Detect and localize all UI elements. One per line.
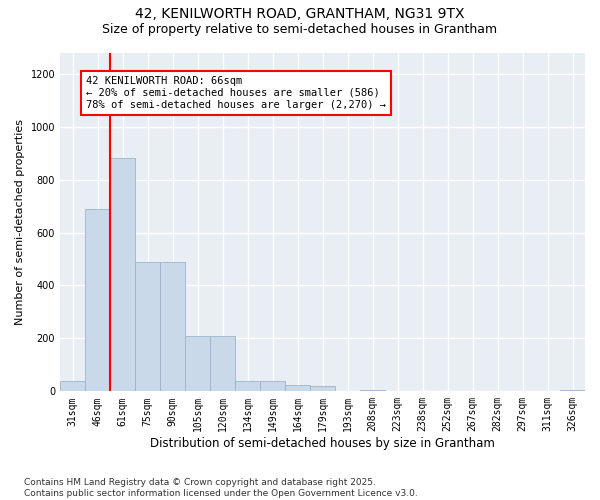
- Bar: [160, 262, 185, 392]
- Bar: [235, 380, 260, 392]
- Bar: [85, 208, 110, 392]
- Bar: [135, 262, 160, 392]
- Bar: [285, 384, 310, 392]
- Bar: [110, 158, 135, 392]
- Bar: [360, 390, 385, 392]
- X-axis label: Distribution of semi-detached houses by size in Grantham: Distribution of semi-detached houses by …: [150, 437, 495, 450]
- Y-axis label: Number of semi-detached properties: Number of semi-detached properties: [15, 119, 25, 325]
- Text: Size of property relative to semi-detached houses in Grantham: Size of property relative to semi-detach…: [103, 22, 497, 36]
- Text: 42 KENILWORTH ROAD: 66sqm
← 20% of semi-detached houses are smaller (586)
78% of: 42 KENILWORTH ROAD: 66sqm ← 20% of semi-…: [86, 76, 386, 110]
- Bar: [310, 386, 335, 392]
- Bar: [210, 336, 235, 392]
- Bar: [60, 380, 85, 392]
- Bar: [260, 380, 285, 392]
- Text: Contains HM Land Registry data © Crown copyright and database right 2025.
Contai: Contains HM Land Registry data © Crown c…: [24, 478, 418, 498]
- Bar: [185, 336, 210, 392]
- Text: 42, KENILWORTH ROAD, GRANTHAM, NG31 9TX: 42, KENILWORTH ROAD, GRANTHAM, NG31 9TX: [135, 8, 465, 22]
- Bar: [560, 390, 585, 392]
